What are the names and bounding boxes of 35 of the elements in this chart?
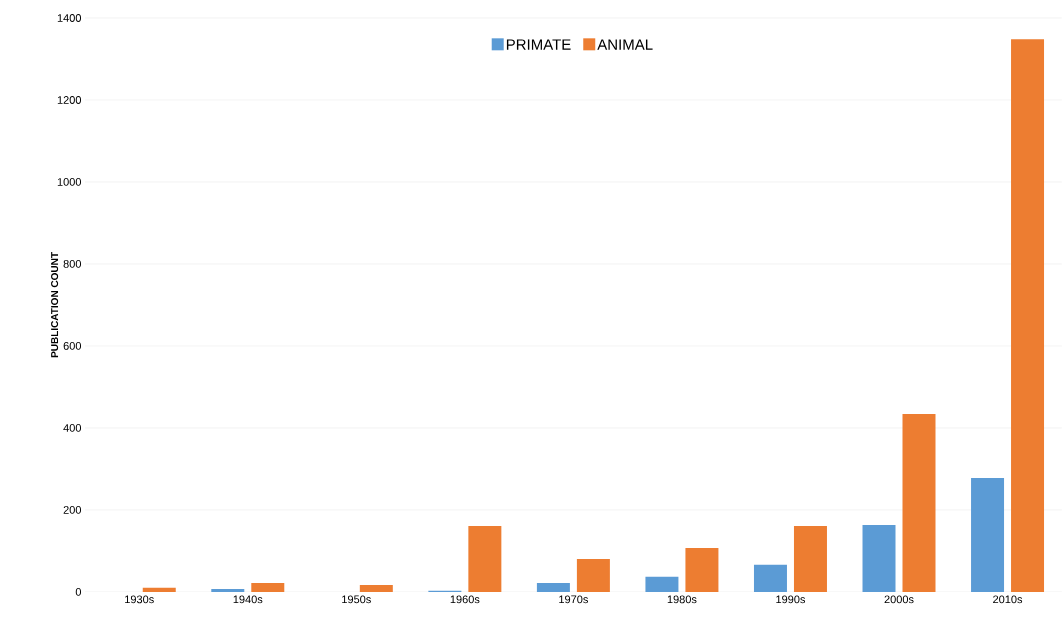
x-tick-label: 1950s [342, 595, 371, 604]
y-axis-title: PUBLICATION COUNT [51, 252, 59, 358]
legend-label: PRIMATE [506, 39, 571, 50]
bar [536, 582, 570, 592]
x-tick-label: 1930s [125, 595, 154, 604]
x-tick-label: 2010s [993, 595, 1023, 604]
bar [645, 576, 679, 592]
y-tick-label: 800 [63, 260, 82, 268]
bar [359, 584, 393, 592]
bar [1011, 39, 1045, 592]
y-tick-label: 600 [63, 342, 82, 350]
legend-label: ANIMAL [597, 39, 653, 50]
bar [753, 564, 787, 592]
bar [468, 525, 502, 592]
y-tick-label: 1400 [57, 14, 82, 22]
x-tick-label: 1940s [233, 595, 263, 604]
bar [793, 525, 827, 592]
x-tick-label: 2000s [884, 595, 914, 604]
x-tick-label: 1970s [559, 595, 588, 604]
y-tick-label: 200 [63, 506, 82, 514]
y-tick-label: 400 [63, 424, 82, 432]
bar [142, 587, 176, 592]
bar [862, 525, 896, 592]
bar [211, 589, 245, 592]
bar [902, 414, 936, 592]
bar [576, 559, 610, 592]
bar [685, 548, 719, 592]
bar [251, 582, 285, 592]
bar [971, 477, 1005, 592]
x-tick-label: 1960s [450, 595, 480, 604]
y-tick-label: 0 [75, 588, 82, 596]
x-tick-label: 1990s [776, 595, 806, 604]
x-tick-label: 1980s [667, 595, 697, 604]
y-tick-label: 1200 [57, 96, 82, 104]
y-tick-label: 1000 [57, 178, 82, 186]
